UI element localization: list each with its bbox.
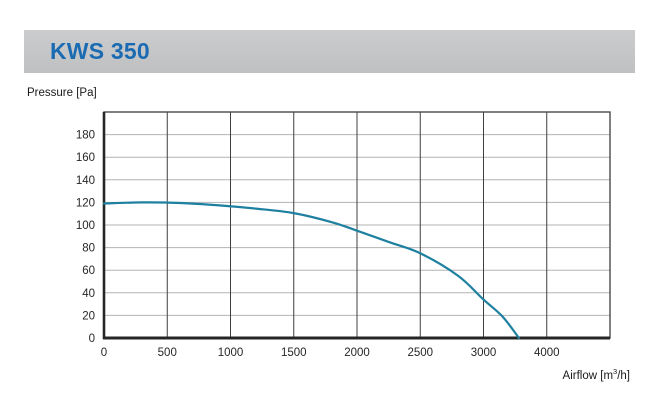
page-title: KWS 350 [50,38,150,64]
x-tick-label: 4000 [534,347,560,359]
y-tick-label: 180 [76,130,95,142]
fan-curve [102,201,521,340]
y-tick-label: 20 [82,310,95,322]
x-tick-label: 1500 [281,347,307,359]
y-tick-label: 0 [89,333,95,345]
x-tick-labels: 0 500 1000 1500 2000 2500 3000 4000 [101,347,560,359]
y-tick-label: 80 [82,243,95,255]
x-tick-label: 500 [158,347,177,359]
x-axis-title-superscript: 3 [613,367,618,377]
y-tick-label: 100 [76,220,95,232]
x-tick-label: 2500 [407,347,433,359]
x-tick-label: 0 [101,347,107,359]
x-tick-label: 3000 [471,347,497,359]
header-bar: KWS 350 [24,30,635,73]
x-axis-title: Airflow [m3/h] [562,367,630,382]
x-tick-label: 2000 [344,347,370,359]
y-tick-labels: 0 20 40 60 80 100 120 140 160 180 [76,130,95,345]
y-tick-label: 40 [82,288,95,300]
x-axis-title-suffix: /h] [617,370,630,382]
y-tick-label: 60 [82,265,95,277]
vertical-gridlines [166,112,548,338]
y-tick-label: 140 [76,175,95,187]
y-tick-label: 160 [76,152,95,164]
x-tick-label: 1000 [218,347,244,359]
x-axis-title-prefix: Airflow [m [562,370,614,382]
y-axis-title: Pressure [Pa] [27,87,97,99]
y-tick-label: 120 [76,197,95,209]
